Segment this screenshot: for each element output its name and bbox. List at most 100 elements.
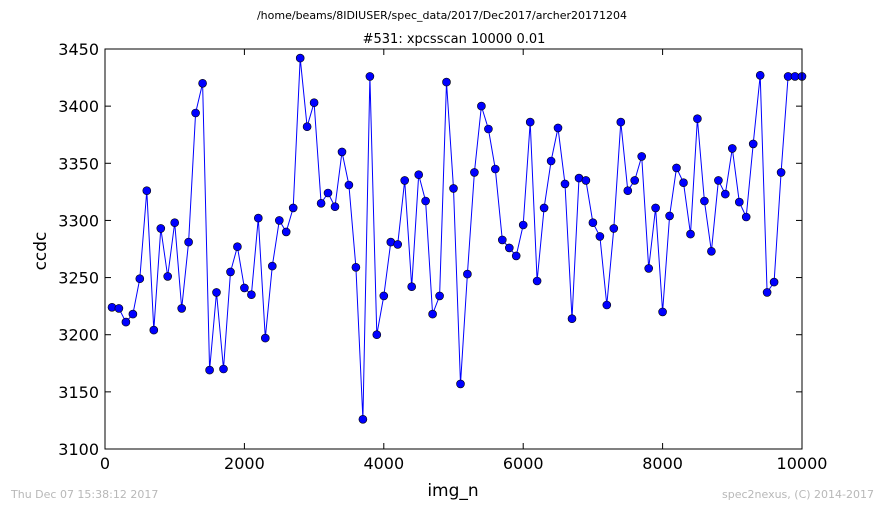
data-point: [581, 176, 591, 185]
data-point: [149, 325, 159, 335]
data-point: [637, 152, 647, 161]
data-point: [497, 235, 507, 245]
y-tick-label: 3100: [58, 440, 99, 459]
data-point: [205, 365, 214, 375]
plot-frame: [104, 48, 803, 450]
data-point: [658, 307, 667, 317]
data-point: [741, 212, 751, 222]
data-point: [686, 229, 695, 239]
path-title: /home/beams/8IDIUSER/spec_data/2017/Dec2…: [257, 9, 627, 22]
data-point: [560, 179, 570, 189]
data-point: [769, 277, 779, 287]
data-point: [623, 186, 633, 195]
chart-title: #531: xpcsscan 10000 0.01: [363, 32, 546, 47]
data-point: [720, 189, 730, 199]
data-point: [700, 196, 709, 206]
data-point: [365, 72, 375, 81]
data-point: [762, 288, 772, 297]
data-point: [177, 304, 186, 313]
data-point: [128, 309, 138, 319]
data-point: [330, 202, 340, 211]
data-point: [240, 283, 249, 293]
data-point: [755, 71, 765, 80]
data-point: [247, 290, 256, 300]
y-tick-label: 3450: [58, 40, 99, 59]
data-point: [449, 184, 458, 193]
data-point: [170, 218, 179, 227]
data-point: [693, 114, 702, 123]
data-point: [142, 186, 152, 195]
footer-timestamp: Thu Dec 07 15:38:12 2017: [11, 488, 159, 501]
x-tick-label: 10000: [777, 454, 828, 473]
data-point: [490, 164, 500, 174]
data-point: [504, 243, 514, 253]
data-point: [748, 139, 758, 149]
data-point: [274, 216, 284, 225]
data-point: [323, 188, 333, 198]
data-point: [400, 176, 410, 185]
x-axis-label: img_n: [427, 481, 478, 501]
data-point: [714, 176, 723, 185]
data-point: [553, 123, 563, 133]
data-point: [539, 203, 549, 213]
footer-credit: spec2nexus, (C) 2014-2017: [722, 488, 874, 501]
data-point: [630, 176, 640, 185]
data-point: [233, 242, 242, 251]
data-point: [260, 333, 270, 343]
x-tick-label: 6000: [503, 454, 544, 473]
data-point: [351, 262, 361, 272]
data-point: [267, 261, 277, 271]
data-point: [470, 168, 479, 177]
data-point: [588, 218, 598, 227]
data-point: [121, 317, 131, 327]
data-point: [546, 156, 556, 166]
data-point: [379, 291, 389, 301]
data-point: [707, 247, 716, 256]
y-tick-label: 3300: [58, 211, 99, 230]
data-point: [288, 203, 298, 213]
data-point: [518, 220, 528, 230]
data-point: [212, 288, 221, 297]
data-point: [337, 147, 347, 157]
data-point: [525, 117, 535, 127]
data-point: [219, 364, 228, 374]
data-point: [184, 237, 193, 247]
data-point: [393, 240, 403, 249]
data-point: [672, 163, 681, 173]
data-point: [295, 53, 305, 63]
data-point: [163, 272, 172, 281]
data-point: [616, 117, 626, 127]
data-point: [114, 304, 124, 313]
data-point: [567, 314, 577, 324]
data-point: [156, 224, 166, 233]
data-point: [727, 144, 737, 153]
data-point: [734, 197, 744, 207]
data-point: [302, 122, 312, 131]
data-point: [135, 274, 145, 284]
y-tick-label: 3200: [58, 326, 99, 345]
data-point: [191, 108, 200, 118]
data-point: [532, 276, 542, 286]
data-point: [344, 180, 354, 190]
data-point: [776, 168, 786, 177]
data-point: [281, 227, 291, 237]
data-point: [198, 79, 207, 88]
y-tick-label: 3350: [58, 154, 99, 173]
x-tick-label: 0: [100, 454, 110, 473]
data-point: [665, 211, 674, 221]
axis-layer: 0 2000 4000 6000 8000 10000 3100 3150 3200 3250 33…: [58, 40, 827, 473]
data-point: [316, 199, 326, 208]
data-point: [407, 282, 417, 292]
data-point: [477, 101, 486, 111]
x-tick-label: 4000: [363, 454, 404, 473]
x-tick-label: 2000: [224, 454, 265, 473]
data-point: [421, 196, 430, 206]
y-tick-label: 3250: [58, 269, 99, 288]
y-axis-label: ccdc: [31, 232, 51, 271]
y-tick-label: 3400: [58, 97, 99, 116]
data-point: [651, 203, 660, 213]
data-point: [609, 224, 619, 233]
data-point: [595, 232, 605, 241]
data-point: [253, 213, 263, 223]
data-point: [358, 414, 368, 424]
